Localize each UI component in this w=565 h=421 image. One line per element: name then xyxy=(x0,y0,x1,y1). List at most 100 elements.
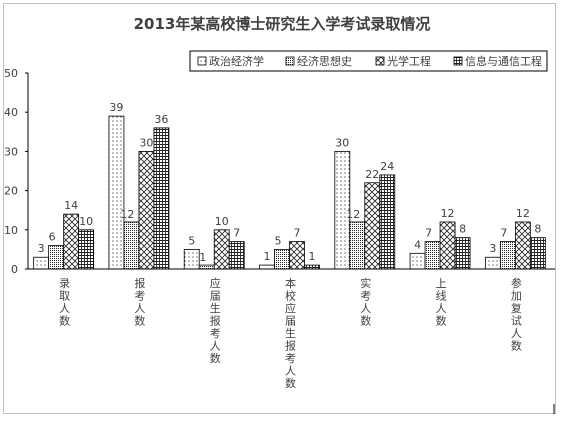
x-tick-label-char: 录 xyxy=(59,277,70,290)
bar xyxy=(454,237,471,270)
bar xyxy=(304,264,320,270)
x-tick-label-char: 数 xyxy=(436,315,447,328)
x-tick-label-char: 复 xyxy=(511,301,522,315)
y-tick-label: 20 xyxy=(4,185,18,198)
data-label: 36 xyxy=(154,113,168,126)
legend-box xyxy=(189,50,548,72)
data-label: 3 xyxy=(38,242,45,255)
y-axis: 0 10 20 30 40 50 xyxy=(4,67,29,276)
bar xyxy=(424,241,441,270)
bar xyxy=(228,241,245,270)
legend-swatch xyxy=(285,56,295,66)
data-label: 1 xyxy=(264,250,271,263)
x-tick-label-char: 数 xyxy=(210,352,221,365)
data-label: 4 xyxy=(414,238,421,251)
x-tick-label-char: 应 xyxy=(210,276,221,290)
data-label: 12 xyxy=(516,207,530,220)
x-tick-label-char: 人 xyxy=(360,302,371,315)
data-label: 7 xyxy=(425,227,432,240)
x-tick-label-char: 生 xyxy=(210,301,221,315)
data-label: 24 xyxy=(380,160,394,173)
legend-swatch xyxy=(453,56,463,66)
data-label: 3 xyxy=(489,242,496,255)
bar xyxy=(198,264,215,270)
bar xyxy=(33,256,50,270)
data-label: 10 xyxy=(215,215,229,228)
x-tick-label-char: 届 xyxy=(210,290,221,303)
y-tick-label: 0 xyxy=(11,263,18,276)
legend-label: 光学工程 xyxy=(387,54,431,68)
bar xyxy=(439,221,456,270)
x-tick-label-char: 人 xyxy=(436,302,447,315)
x-tick-label-char: 考 xyxy=(210,327,221,340)
data-label: 5 xyxy=(188,234,195,247)
x-tick-label-char: 数 xyxy=(59,315,70,328)
bar xyxy=(123,221,140,270)
y-tick-label: 30 xyxy=(4,145,18,158)
x-tick-label-char: 校 xyxy=(285,289,296,303)
data-label: 12 xyxy=(120,208,134,221)
x-tick-label-char: 参 xyxy=(511,276,522,290)
data-label: 7 xyxy=(233,227,240,240)
bar xyxy=(364,182,381,270)
legend-swatch xyxy=(375,56,385,66)
bar xyxy=(63,213,80,270)
x-tick-label-char: 报 xyxy=(210,314,221,328)
x-tick-label-char: 数 xyxy=(285,377,296,390)
data-label: 5 xyxy=(275,234,282,247)
data-label: 10 xyxy=(79,215,93,228)
bar xyxy=(138,150,155,270)
data-label: 7 xyxy=(294,227,301,240)
bar xyxy=(289,241,305,270)
legend: 政治经济学 经济思想史 光学工程 信息与通信工程 xyxy=(189,50,548,72)
bar xyxy=(78,229,95,270)
data-label: 8 xyxy=(459,223,466,236)
bar xyxy=(529,237,546,270)
bar xyxy=(379,174,396,270)
data-label: 7 xyxy=(500,227,507,240)
bar xyxy=(409,252,426,270)
data-label: 30 xyxy=(335,136,349,149)
x-tick-label-char: 报 xyxy=(134,276,145,290)
y-tick-label: 40 xyxy=(4,106,18,119)
x-tick-label-char: 取 xyxy=(59,290,70,303)
x-tick-label-char: 考 xyxy=(134,290,145,303)
x-tick-label-char: 生 xyxy=(285,326,296,340)
y-tick-label: 50 xyxy=(4,67,18,80)
x-tick-label-char: 试 xyxy=(511,315,522,328)
x-tick-label-char: 数 xyxy=(360,315,371,328)
bar xyxy=(48,245,65,270)
x-tick-label-char: 报 xyxy=(285,339,296,353)
bar xyxy=(484,256,501,270)
x-tick-label-char: 人 xyxy=(511,327,522,340)
bars xyxy=(33,115,546,270)
legend-label: 政治经济学 xyxy=(209,54,264,68)
bar xyxy=(259,264,275,270)
x-tick-label-char: 上 xyxy=(436,277,447,290)
x-tick-label-char: 数 xyxy=(511,340,522,353)
data-label: 12 xyxy=(441,207,455,220)
x-tick-label-char: 人 xyxy=(134,302,145,315)
bar xyxy=(213,229,230,270)
bar xyxy=(108,115,125,270)
data-label: 12 xyxy=(346,208,360,221)
bar xyxy=(183,248,200,270)
data-label: 30 xyxy=(139,136,153,149)
x-tick-label-char: 人 xyxy=(285,365,296,378)
data-label: 1 xyxy=(199,251,206,264)
y-tick-label: 10 xyxy=(4,224,18,237)
x-tick-label-char: 实 xyxy=(360,276,371,290)
data-label: 1 xyxy=(309,250,316,263)
data-label: 14 xyxy=(64,199,78,212)
x-tick-label-char: 加 xyxy=(511,290,522,303)
x-tick-label-char: 人 xyxy=(59,302,70,315)
chart-title: 2013年某高校博士研究生入学考试录取情况 xyxy=(134,15,431,33)
legend-label: 经济思想史 xyxy=(297,54,352,68)
x-tick-label-char: 人 xyxy=(210,340,221,353)
x-tick-label-char: 线 xyxy=(436,289,447,303)
data-label: 22 xyxy=(365,168,379,181)
bar xyxy=(499,241,516,270)
bar xyxy=(274,248,290,270)
